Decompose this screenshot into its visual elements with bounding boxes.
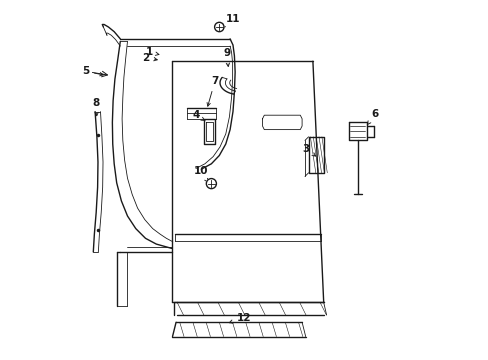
- Text: 6: 6: [366, 109, 378, 125]
- Text: 12: 12: [229, 312, 250, 323]
- Text: 1: 1: [145, 47, 159, 57]
- Circle shape: [206, 179, 216, 189]
- Text: 9: 9: [223, 48, 230, 67]
- Text: 10: 10: [193, 166, 207, 182]
- Polygon shape: [171, 61, 323, 302]
- Circle shape: [214, 22, 224, 32]
- Text: 5: 5: [81, 66, 103, 76]
- Text: 2: 2: [142, 53, 157, 63]
- Text: 8: 8: [92, 98, 100, 116]
- Text: 11: 11: [222, 14, 240, 27]
- Text: 4: 4: [192, 110, 204, 121]
- Text: 7: 7: [206, 76, 218, 106]
- Text: 3: 3: [302, 144, 315, 156]
